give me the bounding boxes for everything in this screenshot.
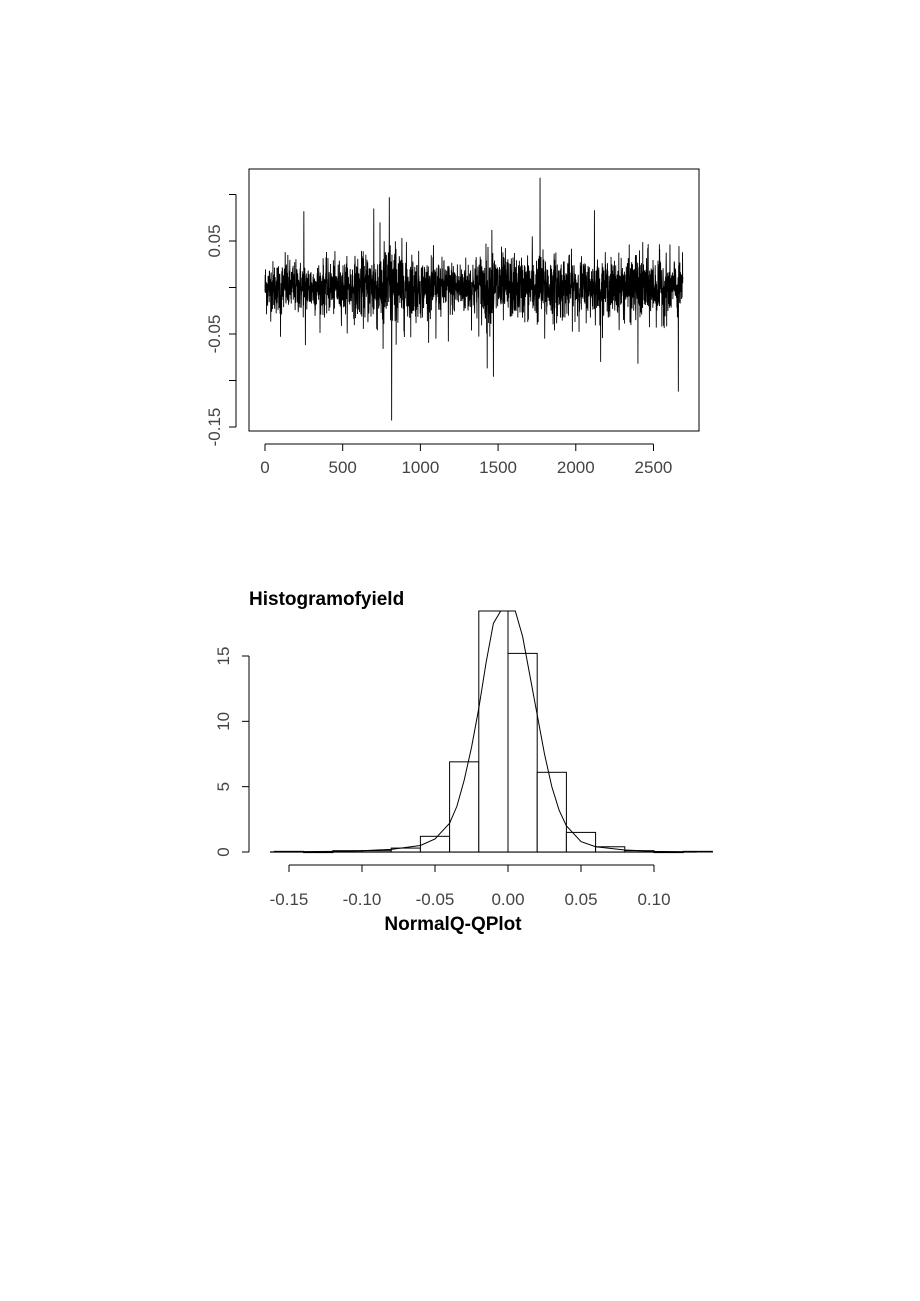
histogram-bar [449, 761, 480, 853]
histogram-bar [565, 831, 597, 853]
histogram-bar [478, 610, 509, 853]
time-series-chart: -0.15 -0.05 0.05 0 500 1000 1500 2000 2500 [205, 168, 700, 477]
series-line [264, 177, 684, 421]
x-tick-label: 1500 [479, 458, 517, 477]
x-tick-label: 500 [329, 458, 357, 477]
x-tick-label: 0 [260, 458, 269, 477]
histogram-bar [536, 771, 567, 853]
x-tick-label: -0.15 [270, 890, 309, 909]
y-tick-label: 15 [214, 647, 233, 666]
y-tick-label: -0.15 [205, 408, 224, 447]
histogram-chart: Histogramofyield 0 5 10 15 -0.15 -0.10 -0.05 0.0… [214, 589, 713, 935]
x-tick-label: 0.00 [491, 890, 524, 909]
histogram-bar [682, 850, 713, 853]
y-tick-label: 5 [214, 782, 233, 791]
histogram-bar [595, 846, 626, 853]
x-tick-label: 2500 [635, 458, 673, 477]
y-tick-label: 10 [214, 712, 233, 731]
y-tick-label: 0 [214, 847, 233, 856]
x-tick-label: 2000 [557, 458, 595, 477]
x-axis-label: NormalQ-QPlot [384, 914, 522, 935]
y-tick-label: 0.05 [205, 224, 224, 257]
plot-frame [248, 168, 700, 432]
x-tick-label: 0.10 [637, 890, 670, 909]
histogram-bar [303, 851, 334, 854]
chart-title: Histogramofyield [249, 589, 404, 610]
histogram-bar [507, 652, 538, 853]
density-curve [288, 610, 684, 853]
x-tick-label: 0.05 [564, 890, 597, 909]
x-tick-label: -0.05 [416, 890, 455, 909]
x-tick-label: -0.10 [343, 890, 382, 909]
x-tick-label: 1000 [401, 458, 439, 477]
y-tick-label: -0.05 [205, 315, 224, 354]
